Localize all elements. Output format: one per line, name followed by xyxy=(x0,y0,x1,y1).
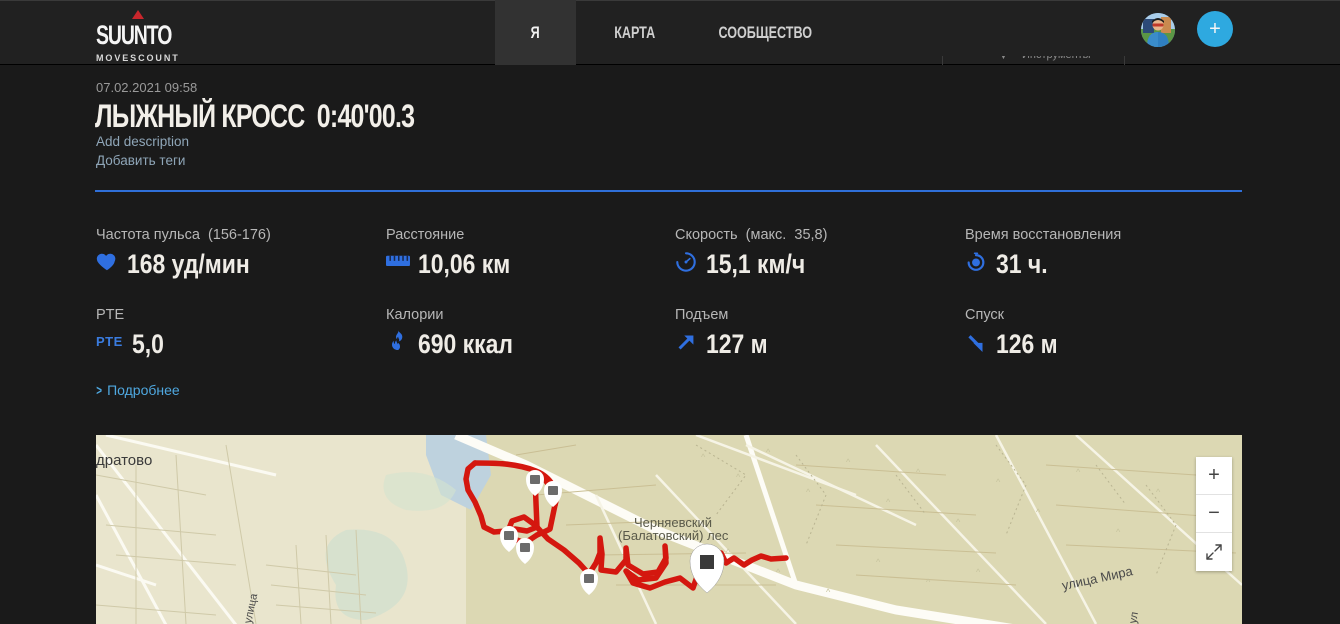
svg-text:ул: ул xyxy=(1127,611,1141,624)
svg-text:дратово: дратово xyxy=(96,452,152,469)
svg-text:(Балатовский) лес: (Балатовский) лес xyxy=(618,528,729,543)
